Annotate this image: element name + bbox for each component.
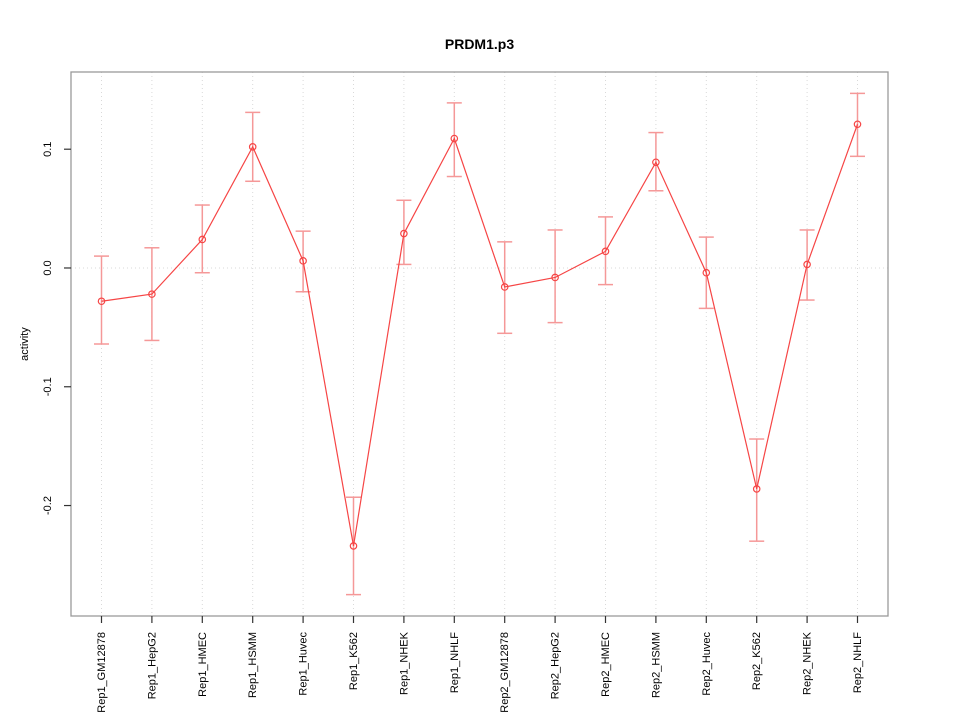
x-tick-label: Rep2_NHLF [852,632,864,693]
x-tick-label: Rep2_HMEC [600,632,612,697]
data-point [752,485,761,493]
x-tick-label: Rep2_Huvec [701,632,713,696]
series-line [101,124,859,547]
x-tick-label: Rep2_GM12878 [499,632,511,713]
x-tick-label: Rep1_Huvec [298,632,310,696]
data-point [601,247,610,256]
x-tick-label: Rep1_NHLF [449,632,461,693]
y-tick-label: 0.0 [42,260,54,275]
x-tick-label: Rep1_HepG2 [146,632,158,699]
y-tick-label: 0.1 [42,142,54,157]
x-tick-label: Rep1_NHEK [398,631,410,695]
y-tick-label: -0.2 [42,496,54,515]
y-tick-label: -0.1 [42,377,54,396]
data-point [97,297,106,306]
x-tick-label: Rep1_K562 [348,632,360,690]
data-point [853,120,862,129]
data-point [803,260,811,269]
x-tick-label: Rep1_GM12878 [96,632,108,713]
data-point [248,143,257,151]
data-point [500,283,509,291]
chart-title: PRDM1.p3 [444,36,515,52]
data-point [702,268,711,277]
data-point [450,134,459,143]
data-point [148,290,156,298]
plot-box [70,71,889,617]
data-point [299,257,307,265]
data-point [349,542,358,550]
data-point [198,235,207,244]
data-point [400,229,408,238]
x-tick-label: Rep2_NHEK [802,631,814,695]
data-point [551,273,559,282]
x-tick-label: Rep2_HepG2 [550,632,562,699]
x-tick-label: Rep1_HSMM [247,632,259,698]
data-point [652,158,660,167]
x-tick-label: Rep2_HSMM [650,632,662,698]
x-tick-label: Rep1_HMEC [197,632,209,697]
x-tick-label: Rep2_K562 [751,632,763,690]
